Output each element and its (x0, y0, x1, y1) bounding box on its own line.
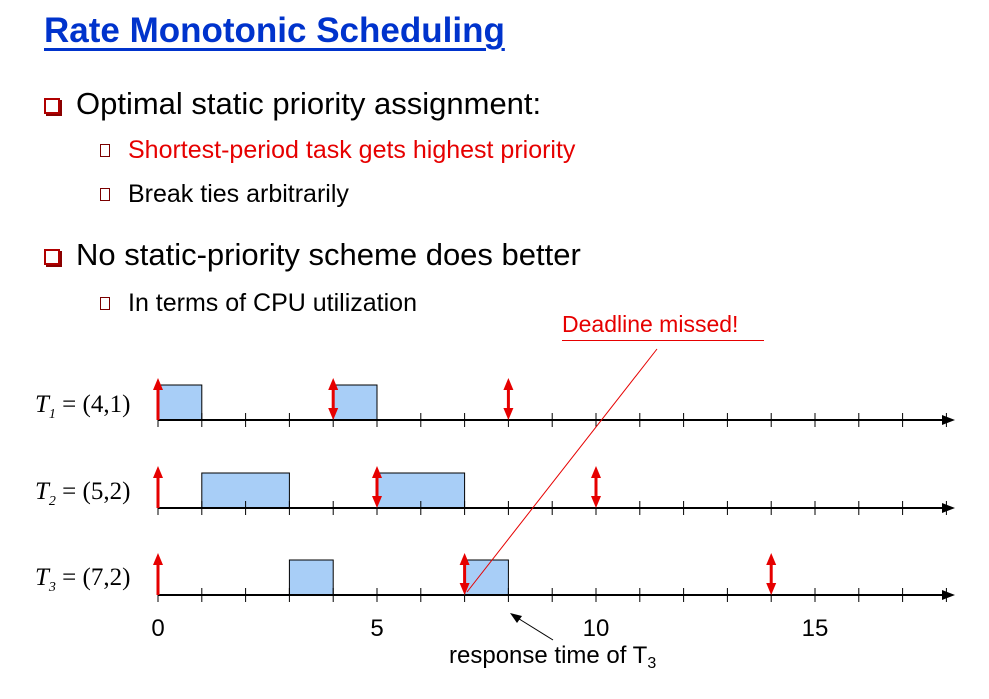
deadline-arrowhead-up-icon (372, 466, 382, 478)
axis-tick-label: 5 (370, 615, 384, 642)
sub-bullet-break-ties: Break ties arbitrarily (100, 180, 349, 209)
annotation-pointer-line (466, 348, 658, 593)
release-arrowhead-icon (153, 378, 163, 390)
bullet-no-scheme-better: No static-priority scheme does better (44, 237, 581, 273)
execution-block (332, 384, 378, 421)
deadline-arrowhead-down-icon (766, 583, 777, 595)
bullet-text: Optimal static priority assignment: (76, 86, 542, 121)
execution-block (288, 559, 334, 596)
execution-block (157, 384, 203, 421)
square-bullet-icon (100, 188, 110, 201)
annotation-underline (562, 340, 764, 341)
axis-tick-label: 15 (801, 615, 829, 642)
deadline-arrowhead-up-icon (459, 553, 470, 565)
sub-bullet-text: In terms of CPU utilization (128, 289, 417, 317)
deadline-arrowhead-up-icon (503, 378, 514, 390)
axis-arrowhead-icon (942, 503, 955, 513)
sub-bullet-text: Shortest-period task gets highest priori… (128, 136, 576, 164)
deadline-arrowhead-up-icon (328, 378, 339, 390)
response-pointer-line (515, 616, 554, 641)
page-title: Rate Monotonic Scheduling (44, 11, 505, 50)
sub-bullet-shortest-period: Shortest-period task gets highest priori… (100, 136, 575, 165)
deadline-missed-annotation: Deadline missed! (562, 311, 739, 337)
response-arrowhead-icon (510, 613, 522, 623)
sub-bullet-cpu-utilization: In terms of CPU utilization (100, 289, 417, 318)
square-bullet-icon (100, 297, 110, 310)
release-arrowhead-icon (153, 466, 163, 478)
deadline-arrowhead-down-icon (503, 408, 514, 420)
deadline-arrowhead-down-icon (328, 408, 339, 420)
square-bullet-icon (100, 144, 110, 157)
checkbox-bullet-icon (44, 249, 60, 265)
deadline-arrowhead-down-icon (591, 496, 601, 508)
execution-block (464, 559, 509, 596)
sub-bullet-text: Break ties arbitrarily (128, 180, 349, 208)
bullet-optimal-assignment: Optimal static priority assignment: (44, 86, 541, 122)
axis-tick-label: 0 (151, 615, 165, 642)
release-arrowhead-icon (153, 553, 163, 565)
axis-arrowhead-icon (942, 590, 955, 600)
task-label-t2: T2 = (5,2) (35, 478, 131, 509)
task-label-t1: T1 = (4,1) (35, 391, 131, 422)
checkbox-bullet-icon (44, 98, 60, 114)
axis-tick-label: 10 (582, 615, 610, 642)
deadline-arrowhead-up-icon (591, 466, 601, 478)
deadline-arrowhead-down-icon (459, 583, 470, 595)
axis-arrowhead-icon (942, 415, 955, 425)
task-label-t3: T3 = (7,2) (35, 564, 131, 595)
bullet-text: No static-priority scheme does better (76, 237, 581, 272)
response-time-label: response time of T3 (449, 642, 657, 672)
deadline-arrowhead-up-icon (766, 553, 777, 565)
deadline-arrowhead-down-icon (372, 496, 382, 508)
